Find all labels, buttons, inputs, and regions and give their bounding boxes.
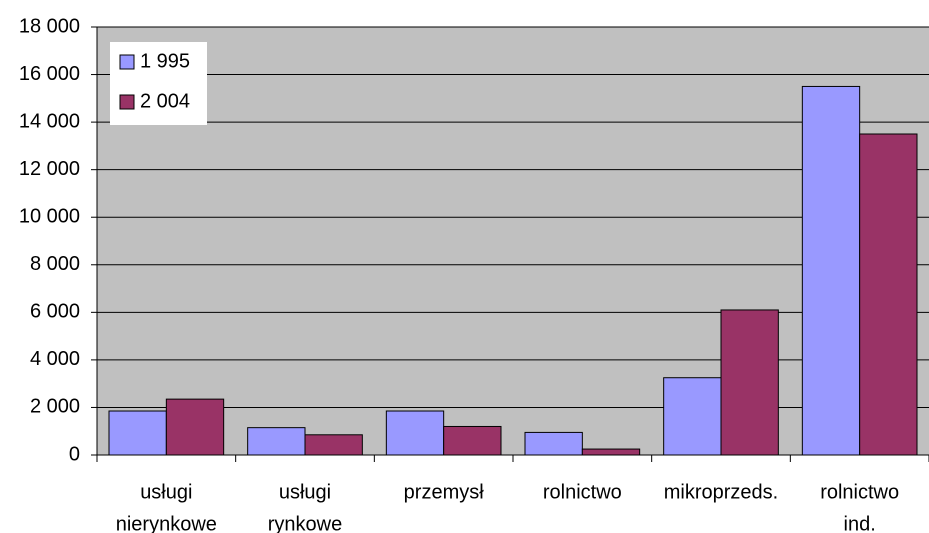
bar xyxy=(524,431,583,456)
bar xyxy=(165,398,225,456)
legend-label: 2 004 xyxy=(140,90,190,112)
y-tick-label: 0 xyxy=(69,443,80,465)
x-tick-label: ind. xyxy=(844,513,876,533)
bar xyxy=(443,425,502,456)
y-tick-label: 18 000 xyxy=(19,15,80,37)
plot-area xyxy=(97,27,929,455)
bar xyxy=(720,309,779,456)
x-tick-label: rolnictwo xyxy=(543,481,622,503)
y-tick-label: 6 000 xyxy=(30,301,80,323)
y-tick-label: 4 000 xyxy=(30,348,80,370)
x-tick-label: rynkowe xyxy=(268,513,342,533)
y-tick-label: 10 000 xyxy=(19,206,80,228)
y-tick-label: 2 000 xyxy=(30,396,80,418)
x-tick-label: mikroprzeds. xyxy=(664,481,778,503)
y-tick-label: 16 000 xyxy=(19,63,80,85)
x-tick-label: przemysł xyxy=(404,481,485,503)
y-tick-label: 14 000 xyxy=(19,110,80,132)
bar xyxy=(801,85,861,456)
y-tick-label: 8 000 xyxy=(30,253,80,275)
x-tick-label: nierynkowe xyxy=(116,513,217,533)
legend-swatch xyxy=(119,54,135,70)
x-tick-label: rolnictwo xyxy=(820,481,899,503)
bar xyxy=(859,133,918,456)
legend-label: 1 995 xyxy=(140,50,190,72)
bar xyxy=(247,427,306,456)
x-tick-label: usługi xyxy=(279,481,331,503)
bar xyxy=(581,448,641,456)
x-tick-label: usługi xyxy=(140,481,192,503)
y-tick-label: 12 000 xyxy=(19,158,80,180)
bar xyxy=(663,377,722,456)
bar xyxy=(385,410,445,456)
bar xyxy=(304,434,363,456)
legend-swatch xyxy=(119,94,135,110)
bar xyxy=(108,410,167,456)
